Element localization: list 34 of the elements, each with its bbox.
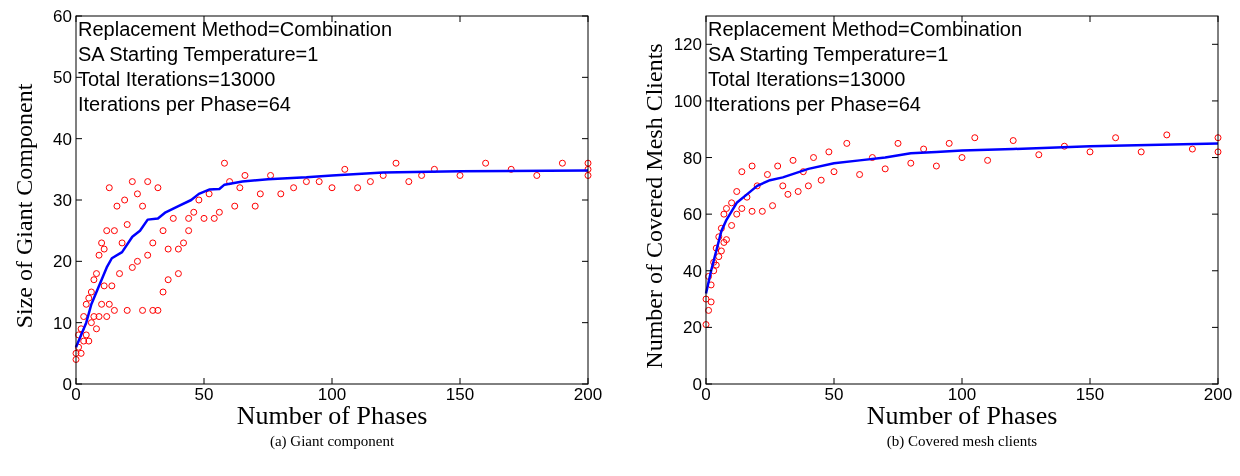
y-tick-label: 10 — [53, 313, 72, 333]
annotation: SA Starting Temperature=1 — [78, 43, 319, 65]
y-tick-label: 40 — [683, 261, 702, 281]
annotation: Iterations per Phase=64 — [708, 93, 921, 115]
annotation: Replacement Method=Combination — [78, 18, 393, 40]
y-tick-label: 120 — [673, 35, 702, 55]
annotation: SA Starting Temperature=1 — [708, 43, 949, 65]
x-axis-title: Number of Phases — [236, 401, 428, 430]
x-tick-label: 150 — [1075, 385, 1105, 404]
annotation: Iterations per Phase=64 — [78, 93, 291, 115]
annotation: Total Iterations=13000 — [708, 68, 906, 90]
y-tick-label: 40 — [53, 129, 72, 149]
y-tick-label: 100 — [673, 91, 702, 111]
y-tick-label: 20 — [683, 318, 702, 338]
x-tick-label: 100 — [317, 385, 347, 404]
y-tick-label: 60 — [53, 7, 72, 26]
x-tick-label: 150 — [445, 385, 475, 404]
y-axis-title: Size of Giant Component — [11, 83, 37, 329]
y-axis-title: Number of Covered Mesh Clients — [641, 43, 667, 369]
x-tick-label: 200 — [573, 385, 603, 404]
y-tick-label: 50 — [53, 68, 72, 88]
y-tick-label: 20 — [53, 252, 72, 272]
x-tick-label: 50 — [194, 385, 214, 404]
x-tick-label: 50 — [824, 385, 844, 404]
text: (a) Giant component — [269, 433, 395, 450]
y-tick-label: 80 — [683, 148, 702, 168]
x-tick-label: 200 — [1203, 385, 1233, 404]
text: (b) Covered mesh clients — [886, 433, 1038, 450]
annotation: Total Iterations=13000 — [78, 68, 276, 90]
y-tick-label: 60 — [683, 205, 702, 225]
y-tick-label: 30 — [53, 191, 72, 210]
x-tick-label: 100 — [947, 385, 977, 404]
annotation: Replacement Method=Combination — [708, 18, 1023, 40]
x-axis-title: Number of Phases — [866, 401, 1058, 430]
